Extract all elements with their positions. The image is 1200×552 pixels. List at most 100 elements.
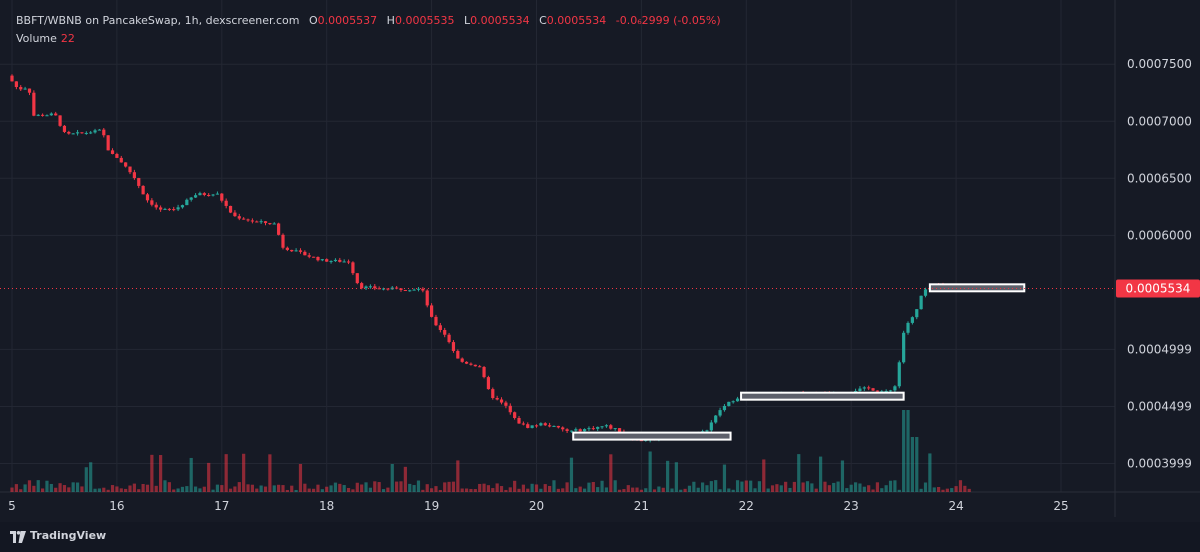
volume-bar — [71, 482, 75, 492]
volume-bar — [163, 480, 167, 492]
volume-bar — [263, 486, 268, 492]
tradingview-logo-icon[interactable] — [10, 531, 26, 543]
candle-body — [613, 428, 617, 430]
candle-body — [434, 316, 438, 326]
candle-body — [373, 286, 377, 289]
volume-bar — [416, 480, 421, 492]
volume-bar — [923, 482, 928, 492]
tradingview-brand[interactable]: TradingView — [30, 529, 107, 542]
volume-bar — [530, 483, 534, 492]
y-tick-label: 0.0006000 — [1127, 228, 1192, 242]
candle-body — [438, 325, 442, 330]
volume-bar — [141, 483, 145, 492]
legend-volume-row: Volume 22 — [16, 30, 727, 48]
candle-body — [294, 250, 298, 252]
volume-bar — [705, 485, 709, 492]
volume-bar — [784, 481, 788, 492]
volume-bar — [14, 484, 18, 492]
volume-bar — [23, 484, 27, 492]
symbol-title[interactable]: BBFT/WBNB on PancakeSwap, 1h, dexscreene… — [16, 14, 300, 27]
volume-bar — [110, 485, 115, 492]
y-tick-label: 0.0007500 — [1127, 57, 1192, 71]
candle-body — [587, 428, 591, 430]
candle-body — [491, 389, 495, 399]
volume-bar — [460, 488, 464, 492]
volume-bar — [473, 489, 477, 492]
volume-bar — [145, 484, 150, 492]
volume-bar — [521, 484, 525, 492]
y-tick-label: 0.0004999 — [1127, 342, 1192, 356]
volume-bar — [810, 483, 814, 492]
volume-bar — [639, 489, 643, 492]
candle-body — [513, 412, 517, 418]
x-tick-label: 18 — [319, 499, 334, 513]
candle-body — [495, 398, 499, 400]
volume-bar — [377, 482, 381, 492]
volume-bar — [486, 485, 491, 492]
volume-bar — [814, 488, 818, 492]
candle-body — [534, 425, 539, 427]
volume-bar — [963, 485, 967, 492]
x-tick-label: 17 — [214, 499, 229, 513]
volume-bar — [45, 480, 49, 492]
volume-bar — [159, 455, 163, 492]
candle-body — [40, 114, 45, 116]
volume-bar — [268, 454, 272, 492]
volume-bar — [797, 454, 801, 492]
volume-bar — [679, 489, 683, 492]
volume-bar — [775, 484, 779, 492]
volume-bar — [180, 486, 185, 492]
candle-body — [233, 212, 237, 217]
low-value: 0.0005534 — [470, 14, 530, 27]
volume-bar — [709, 481, 713, 492]
volume-bar — [609, 454, 613, 492]
volume-bar — [661, 487, 665, 492]
volume-bar — [674, 462, 678, 492]
volume-bar — [832, 482, 836, 492]
volume-bar — [464, 488, 469, 492]
candle-body — [36, 114, 40, 116]
candle-body — [871, 388, 875, 391]
candle-body — [508, 405, 512, 413]
volume-bar — [915, 437, 919, 492]
volume-bar — [884, 485, 888, 492]
volume-bar — [482, 483, 486, 492]
high-label: H — [386, 14, 395, 27]
volume-bar — [75, 482, 80, 492]
candle-body — [482, 367, 486, 378]
volume-bar — [596, 487, 600, 492]
volume-bar — [657, 486, 661, 492]
volume-bar — [499, 486, 504, 492]
volume-bar — [320, 489, 324, 492]
candle-body — [443, 329, 447, 335]
candle-body — [110, 150, 115, 154]
candle-body — [242, 218, 246, 220]
volume-bar — [255, 488, 259, 492]
volume-bar — [62, 485, 67, 492]
volume-bar — [582, 488, 587, 492]
candle-body — [207, 194, 211, 196]
candle-body — [211, 194, 215, 196]
candle-body — [377, 288, 381, 290]
volume-bar — [430, 488, 434, 492]
volume-bar — [456, 460, 460, 492]
candle-body — [106, 135, 110, 151]
open-value: 0.0005537 — [317, 14, 378, 27]
volume-bar — [910, 437, 914, 492]
candle-body — [342, 261, 346, 263]
candle-body — [185, 199, 189, 206]
volume-bar — [89, 462, 93, 492]
candle-body — [735, 398, 740, 402]
candle-body — [469, 363, 473, 365]
candle-body — [277, 223, 281, 235]
candle-body — [582, 429, 587, 432]
volume-bar — [504, 489, 508, 492]
volume-bar — [805, 481, 810, 492]
candle-body — [888, 390, 893, 392]
volume-bar — [666, 460, 670, 492]
candle-body — [556, 425, 560, 428]
volume-bar — [727, 488, 731, 492]
volume-bar — [381, 489, 386, 492]
